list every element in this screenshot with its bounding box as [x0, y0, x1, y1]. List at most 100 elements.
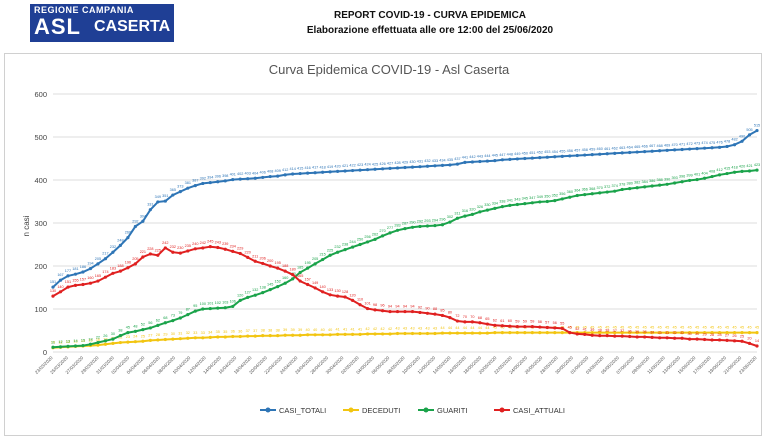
data-label: 101: [207, 302, 213, 306]
data-point: [658, 331, 662, 335]
data-point: [440, 331, 445, 335]
data-label: 320: [469, 207, 475, 211]
data-point: [403, 165, 407, 170]
data-point: [747, 169, 752, 173]
y-tick-label: 200: [34, 262, 47, 271]
data-label: 140: [319, 285, 325, 289]
data-point: [126, 236, 130, 240]
data-label: 352: [552, 194, 558, 198]
data-label: 429: [402, 161, 408, 165]
data-point: [96, 279, 100, 283]
data-point: [201, 181, 205, 186]
data-label: 341: [507, 198, 513, 202]
data-label: 43: [418, 327, 422, 331]
data-label: 28: [710, 333, 714, 337]
data-label: 454: [552, 150, 558, 154]
legend-label: CASI_ATTUALI: [513, 406, 565, 415]
data-point: [403, 309, 407, 314]
data-label: 396: [215, 175, 221, 179]
data-point: [717, 145, 722, 149]
series-line-casi-totali: [52, 129, 758, 288]
data-label: 330: [484, 203, 490, 207]
data-point: [665, 182, 669, 186]
data-label: 206: [260, 256, 266, 260]
data-label: 27: [725, 333, 729, 337]
data-point: [470, 331, 475, 335]
data-point: [463, 160, 467, 164]
data-label: 45: [500, 326, 504, 330]
data-point: [410, 309, 415, 314]
data-point: [613, 334, 617, 338]
data-point: [306, 171, 310, 175]
data-point: [343, 248, 347, 252]
data-label: 392: [200, 176, 206, 180]
data-point: [725, 144, 729, 149]
data-label: 425: [372, 162, 378, 166]
data-point: [605, 334, 609, 338]
data-label: 455: [559, 149, 565, 153]
data-point: [598, 331, 602, 335]
data-label: 94: [388, 305, 392, 309]
data-label: 90: [425, 306, 429, 310]
data-point: [171, 337, 175, 341]
data-point: [680, 336, 684, 340]
data-label: 360: [567, 190, 573, 194]
data-point: [103, 275, 108, 279]
data-label: 45: [635, 326, 639, 330]
data-label: 463: [619, 146, 625, 150]
data-point: [118, 269, 123, 273]
data-label: 195: [304, 261, 310, 265]
data-label: 34: [208, 330, 212, 334]
data-label: 45: [575, 326, 579, 330]
data-point: [605, 190, 609, 194]
data-label: 365: [170, 188, 176, 192]
data-point: [276, 266, 280, 270]
data-label: 33: [201, 331, 205, 335]
data-point: [530, 156, 534, 160]
data-label: 393: [671, 176, 677, 180]
data-label: 33: [665, 331, 669, 335]
data-label: 412: [716, 168, 722, 172]
data-label: 384: [641, 180, 647, 184]
data-label: 390: [664, 177, 670, 181]
data-label: 415: [297, 167, 303, 171]
data-label: 14: [81, 339, 85, 343]
data-point: [283, 333, 287, 337]
data-point: [163, 199, 167, 203]
data-point: [268, 288, 272, 292]
data-label: 228: [147, 247, 153, 251]
data-label: 120: [349, 293, 355, 297]
data-point: [440, 313, 445, 318]
data-label: 287: [402, 222, 408, 226]
data-label: 266: [125, 231, 131, 235]
data-point: [478, 331, 482, 335]
data-label: 13: [66, 339, 70, 343]
data-point: [508, 324, 512, 328]
data-point: [440, 223, 445, 227]
data-point: [365, 240, 370, 244]
data-point: [193, 336, 197, 340]
data-label: 347: [529, 196, 535, 200]
data-label: 388: [656, 178, 662, 182]
data-label: 476: [716, 140, 722, 144]
data-point: [238, 298, 242, 302]
data-point: [201, 246, 205, 250]
data-point: [448, 220, 452, 224]
data-point: [747, 341, 752, 345]
data-label: 160: [87, 276, 93, 280]
data-point: [66, 274, 70, 278]
data-label: 404: [252, 171, 258, 175]
data-point: [755, 344, 759, 348]
data-point: [590, 331, 594, 335]
data-point: [231, 334, 235, 339]
data-label: 244: [349, 240, 355, 244]
data-point: [687, 331, 692, 335]
data-point: [163, 321, 167, 325]
data-label: 416: [304, 166, 310, 170]
data-label: 334: [492, 201, 498, 205]
data-label: 242: [162, 241, 168, 245]
data-label: 464: [627, 145, 633, 149]
data-label: 349: [155, 195, 161, 199]
data-point: [545, 199, 549, 204]
